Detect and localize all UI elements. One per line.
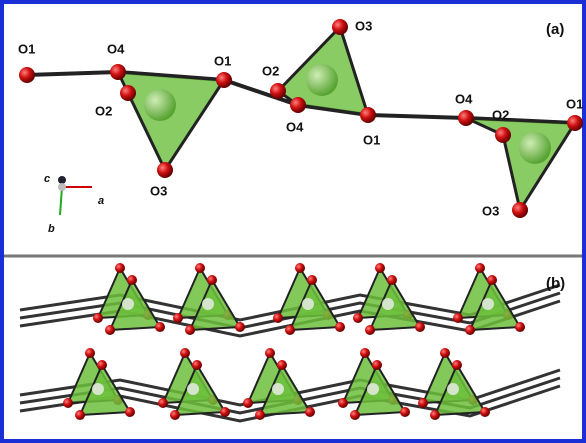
oxygen-atom: [453, 313, 463, 323]
silicon-atom: [92, 383, 104, 395]
oxygen-atom: [375, 263, 385, 273]
axis-label: c: [44, 173, 50, 185]
oxygen-atom: [19, 67, 35, 83]
oxygen-atom: [125, 407, 135, 417]
atom-label: O4: [107, 41, 125, 56]
oxygen-atom: [350, 410, 360, 420]
panel-label: (a): [546, 21, 564, 38]
oxygen-atom: [512, 202, 528, 218]
oxygen-atom: [216, 72, 232, 88]
atom-label: O1: [18, 41, 35, 56]
oxygen-atom: [495, 127, 511, 143]
oxygen-atom: [180, 348, 190, 358]
atom-label: O2: [95, 103, 112, 118]
oxygen-atom: [475, 263, 485, 273]
oxygen-atom: [307, 275, 317, 285]
silicon-atom: [202, 298, 214, 310]
silicon-atom: [272, 383, 284, 395]
oxygen-atom: [305, 407, 315, 417]
oxygen-atom: [155, 322, 165, 332]
figure: O1 O4 O2 O3 O1 O2 O3 O4 O1 O4 O2 O1 O3 (a) (b) c a b: [0, 0, 586, 443]
oxygen-atom: [285, 325, 295, 335]
oxygen-atom: [170, 410, 180, 420]
silicon-atom: [302, 298, 314, 310]
atom-label: O3: [482, 203, 499, 218]
oxygen-atom: [338, 398, 348, 408]
atom-label: O4: [455, 91, 473, 106]
oxygen-atom: [192, 360, 202, 370]
oxygen-atom: [85, 348, 95, 358]
oxygen-atom: [270, 83, 286, 99]
oxygen-atom: [452, 360, 462, 370]
oxygen-atom: [63, 398, 73, 408]
atom-label: O1: [363, 132, 380, 147]
oxygen-atom: [440, 348, 450, 358]
oxygen-atom: [415, 322, 425, 332]
oxygen-atom: [372, 360, 382, 370]
oxygen-atom: [335, 322, 345, 332]
oxygen-atom: [110, 64, 126, 80]
oxygen-atom: [157, 162, 173, 178]
oxygen-atom: [75, 410, 85, 420]
oxygen-atom: [365, 325, 375, 335]
oxygen-atom: [243, 398, 253, 408]
oxygen-atom: [265, 348, 275, 358]
oxygen-atom: [332, 19, 348, 35]
oxygen-atom: [273, 313, 283, 323]
silicon-atom: [447, 383, 459, 395]
oxygen-atom: [207, 275, 217, 285]
oxygen-atom: [105, 325, 115, 335]
axis-label: b: [48, 223, 55, 235]
oxygen-atom: [360, 348, 370, 358]
atom-label: O1: [214, 53, 231, 68]
panel-label: (b): [546, 275, 565, 292]
silicon-atom: [187, 383, 199, 395]
oxygen-atom: [158, 398, 168, 408]
oxygen-atom: [360, 107, 376, 123]
oxygen-atom: [115, 263, 125, 273]
oxygen-atom: [255, 410, 265, 420]
atom-label: O2: [492, 107, 509, 122]
oxygen-atom: [567, 115, 583, 131]
atom-label: O1: [566, 96, 583, 111]
oxygen-atom: [480, 407, 490, 417]
axis-label: a: [98, 195, 104, 207]
oxygen-atom: [195, 263, 205, 273]
oxygen-atom: [93, 313, 103, 323]
oxygen-atom: [515, 322, 525, 332]
oxygen-atom: [400, 407, 410, 417]
oxygen-atom: [430, 410, 440, 420]
silicon-atom: [367, 383, 379, 395]
oxygen-atom: [235, 322, 245, 332]
oxygen-atom: [295, 263, 305, 273]
oxygen-atom: [220, 407, 230, 417]
atom-label: O3: [355, 18, 372, 33]
silicon-atom: [382, 298, 394, 310]
oxygen-atom: [418, 398, 428, 408]
oxygen-atom: [465, 325, 475, 335]
oxygen-atom: [173, 313, 183, 323]
atom-label: O2: [262, 63, 279, 78]
oxygen-atom: [387, 275, 397, 285]
silicon-atom: [482, 298, 494, 310]
oxygen-atom: [277, 360, 287, 370]
oxygen-atom: [290, 97, 306, 113]
oxygen-atom: [487, 275, 497, 285]
atom-label: O4: [286, 119, 304, 134]
oxygen-atom: [97, 360, 107, 370]
silicon-atom: [122, 298, 134, 310]
oxygen-atom: [185, 325, 195, 335]
oxygen-atom: [458, 110, 474, 126]
oxygen-atom: [120, 85, 136, 101]
atom-label: O3: [150, 183, 167, 198]
oxygen-atom: [353, 313, 363, 323]
oxygen-atom: [127, 275, 137, 285]
